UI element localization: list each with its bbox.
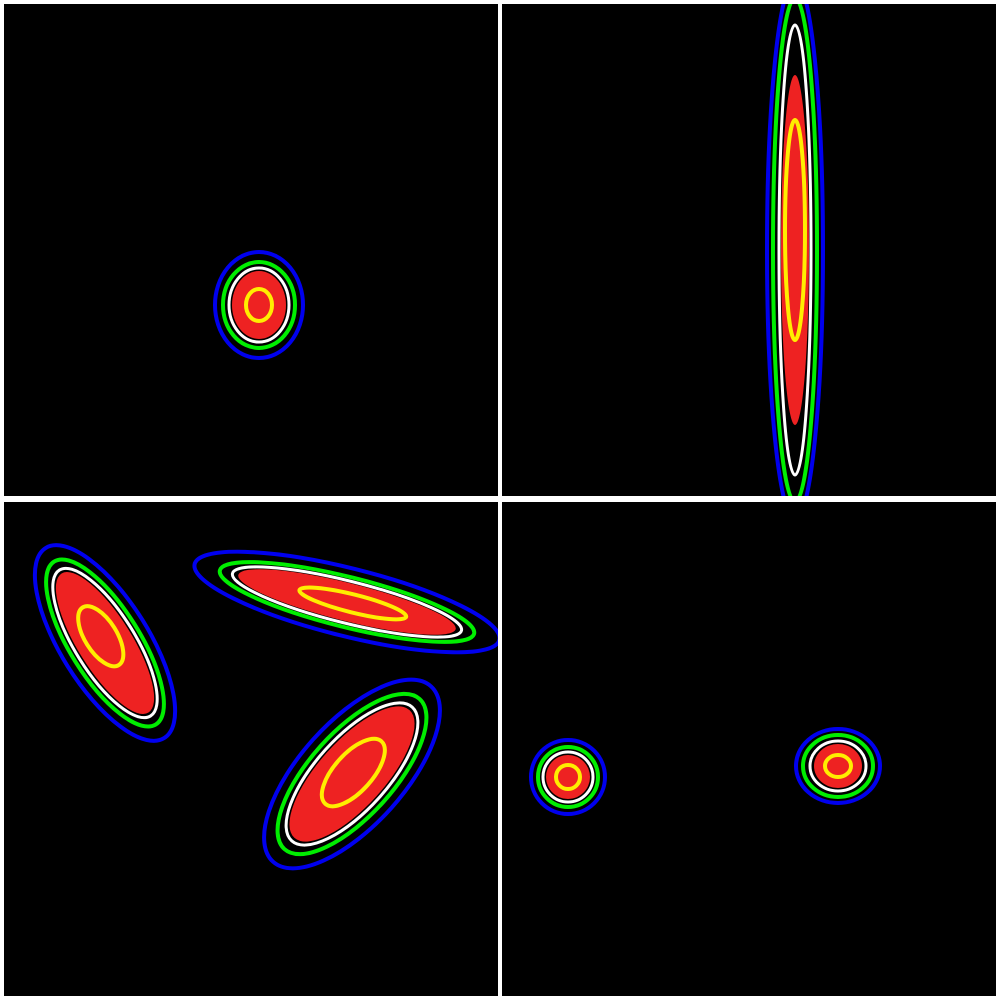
panel-top-right-canvas — [765, 4, 825, 496]
blob-green-contour — [44, 557, 166, 729]
blob-outer-contour — [765, 4, 825, 496]
blob-white-contour — [777, 23, 813, 477]
blob-green-contour — [801, 733, 875, 799]
blob-green-contour — [217, 560, 477, 644]
blob-inner-contour — [823, 753, 853, 779]
panel-bottom-left — [4, 502, 498, 996]
blob-tilted-right — [262, 677, 442, 871]
blob-outer-contour — [32, 543, 178, 743]
blob-white-contour — [230, 565, 464, 639]
blob-green-contour — [221, 260, 297, 350]
blob-inner-contour — [783, 118, 807, 342]
blob-outer-contour — [794, 727, 882, 805]
blob-green-contour — [275, 691, 429, 857]
blob-white-contour — [808, 739, 868, 793]
panel-top-right — [502, 4, 996, 496]
blob-fill — [232, 271, 286, 339]
blob-green-contour — [771, 4, 819, 496]
blob-inner-contour — [297, 585, 409, 622]
blob-white-contour — [284, 701, 420, 847]
blob-fill — [289, 706, 415, 842]
blob-vertical-elongated — [765, 4, 825, 496]
blob-tilted-left — [32, 543, 178, 743]
blob-green-contour — [536, 745, 600, 809]
blob-outer-contour — [262, 677, 442, 871]
panel-bottom-right-canvas — [529, 727, 882, 816]
blob-outer-contour — [529, 738, 607, 816]
blob-small-right — [794, 727, 882, 805]
blob-outer-contour — [213, 250, 305, 360]
blob-inner-contour — [244, 287, 274, 323]
blob-single-round — [213, 250, 305, 360]
blob-small-left — [529, 738, 607, 816]
blob-white-contour — [51, 566, 159, 720]
panel-top-left — [4, 4, 498, 496]
blob-white-contour — [227, 266, 291, 344]
blob-fill — [814, 744, 862, 788]
blob-tilted-horizontal — [192, 549, 498, 655]
panel-bottom-left-canvas — [32, 543, 498, 871]
blob-fill — [546, 755, 590, 799]
blob-inner-contour — [554, 763, 582, 791]
blob-outer-contour — [192, 549, 498, 655]
blob-white-contour — [541, 750, 595, 804]
blob-inner-contour — [76, 604, 126, 669]
panel-top-left-canvas — [213, 250, 305, 360]
panel-bottom-right — [502, 502, 996, 996]
blob-inner-contour — [319, 736, 387, 809]
